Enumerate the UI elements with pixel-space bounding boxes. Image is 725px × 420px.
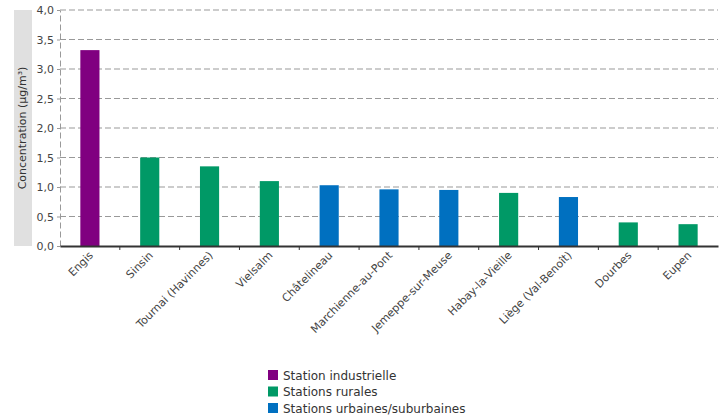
bar (80, 50, 99, 246)
y-tick-mark (57, 158, 60, 159)
y-tick-mark (57, 10, 60, 11)
bar (679, 224, 698, 246)
grid-line (60, 10, 718, 11)
y-tick-mark (57, 99, 60, 100)
grid-line (60, 98, 718, 99)
legend: Station industrielle Stations rurales Stat… (268, 369, 465, 416)
chart: Concentration (µg/m³) 0,0 0,5 1,0 1,5 2,0 2,5 3… (0, 0, 725, 420)
x-boundary-tick (299, 246, 300, 250)
x-tick-label: Vielsalm (233, 249, 275, 291)
x-tick-label: Habay-la-Vieille (445, 249, 515, 319)
y-tick: 3,5 (37, 34, 61, 47)
y-tick: 1,0 (37, 181, 61, 194)
y-tick-label: 0,5 (37, 211, 55, 224)
legend-swatch (268, 370, 278, 380)
y-axis: 0,0 0,5 1,0 1,5 2,0 2,5 3,0 3,5 4,0 (37, 4, 61, 253)
legend-label: Stations urbaines/suburbaines (283, 402, 465, 416)
y-tick-mark (57, 69, 60, 70)
y-tick-mark (57, 40, 60, 41)
x-boundary-tick (239, 246, 240, 250)
x-tick: Sinsin (123, 246, 155, 281)
x-boundary-tick (418, 246, 419, 250)
x-axis-line (61, 246, 719, 248)
y-tick-label: 0,0 (37, 240, 55, 253)
grid-line (60, 39, 718, 40)
y-tick-label: 2,0 (37, 122, 55, 135)
x-tick-label: Sinsin (123, 249, 155, 281)
y-tick-label: 2,5 (37, 93, 55, 106)
y-tick: 3,0 (37, 63, 61, 76)
x-tick: Dourbes (593, 246, 635, 291)
x-boundary-tick (359, 246, 360, 250)
bar (499, 193, 518, 246)
x-tick: Jemeppe-sur-Meuse (368, 246, 455, 335)
y-tick-label: 3,0 (37, 63, 55, 76)
x-tick: Châtelineau (279, 246, 335, 305)
x-tick-label: Engis (66, 249, 96, 279)
legend-label: Station industrielle (283, 369, 396, 383)
legend-item: Stations urbaines/suburbaines (268, 402, 465, 416)
x-tick: Engis (66, 246, 96, 279)
x-tick: Habay-la-Vieille (445, 246, 515, 318)
x-tick: Liège (Val-Benoît) (497, 246, 575, 327)
x-tick-label: Châtelineau (279, 249, 335, 305)
bar (200, 166, 219, 246)
bar (260, 181, 279, 246)
grid-line (60, 128, 718, 129)
x-axis: Engis SinsinTournai (Havinnes) VielsalmChâ… (61, 246, 719, 336)
y-tick: 1,5 (37, 152, 61, 165)
bar (559, 197, 578, 246)
bar (320, 185, 339, 246)
legend-label: Stations rurales (283, 385, 378, 399)
x-tick: Eupen (661, 246, 695, 283)
y-tick-label: 4,0 (37, 4, 55, 17)
y-tick: 2,5 (37, 93, 61, 106)
x-tick-label: Dourbes (593, 249, 635, 291)
y-tick-label: 1,0 (37, 181, 55, 194)
x-tick-label: Eupen (661, 249, 695, 283)
y-tick-mark (57, 246, 60, 247)
y-tick: 0,0 (37, 240, 61, 253)
bar (619, 222, 638, 246)
x-tick-label: Tournai (Havinnes) (133, 249, 216, 332)
x-tick: Vielsalm (233, 246, 275, 291)
y-tick-label: 1,5 (37, 152, 55, 165)
y-tick: 4,0 (37, 4, 61, 17)
legend-swatch (268, 403, 278, 413)
grid-line (60, 69, 718, 70)
y-tick-mark (57, 187, 60, 188)
bar (379, 189, 398, 246)
y-title-box (14, 10, 32, 246)
legend-swatch (268, 387, 278, 397)
x-tick-label: Jemeppe-sur-Meuse (368, 249, 455, 336)
x-boundary-tick (119, 246, 120, 250)
y-tick: 0,5 (37, 211, 61, 224)
y-axis-title: Concentration (µg/m³) (16, 67, 29, 190)
y-axis-line (60, 11, 61, 247)
legend-item: Stations rurales (268, 385, 378, 399)
bars (80, 50, 697, 246)
x-boundary-tick (478, 246, 479, 250)
x-boundary-tick (179, 246, 180, 250)
x-tick-label: Liège (Val-Benoît) (497, 249, 575, 327)
y-tick-label: 3,5 (37, 34, 55, 47)
x-boundary-tick (658, 246, 659, 250)
x-boundary-tick (598, 246, 599, 250)
bar (140, 158, 159, 247)
x-tick: Tournai (Havinnes) (133, 246, 216, 331)
bar (439, 190, 458, 246)
y-tick: 2,0 (37, 122, 61, 135)
legend-item: Station industrielle (268, 369, 396, 383)
y-tick-mark (57, 217, 60, 218)
y-tick-mark (57, 128, 60, 129)
x-boundary-tick (538, 246, 539, 250)
